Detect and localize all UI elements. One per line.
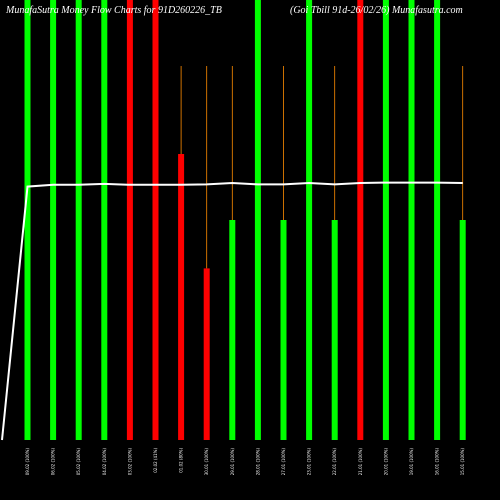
x-tick-label: 01.02 (80%) (179, 448, 184, 473)
x-tick-label: 09.02 (100%) (25, 448, 30, 476)
x-tick-label: 05.02 (100%) (76, 448, 81, 476)
chart-title-right: (Goi Tbill 91d-26/02/26) Munafasutra.com (290, 5, 463, 16)
x-tick-label: 06.02 (100%) (51, 448, 56, 476)
chart-title-left: MunafaSutra Money Flow Charts for 91D260… (5, 5, 222, 16)
bar-12 (331, 220, 338, 440)
bar-0 (24, 0, 31, 440)
bar-3 (101, 0, 108, 440)
bar-5 (152, 0, 159, 440)
bar-9 (254, 0, 261, 440)
x-tick-label: 20.01 (100%) (383, 448, 388, 476)
wicks-layer (180, 66, 464, 269)
x-tick-label: 23.01 (100%) (307, 448, 312, 476)
bar-7 (203, 268, 210, 440)
x-tick-label: 02.02 (41%) (153, 448, 158, 473)
x-tick-label: 28.01 (100%) (255, 448, 260, 476)
bar-14 (382, 0, 389, 440)
x-tick-label: 21.01 (100%) (358, 448, 363, 476)
bar-8 (229, 220, 236, 440)
x-tick-labels: 09.02 (100%) 06.02 (100%) 05.02 (100%) 04.0… (25, 448, 465, 476)
x-tick-label: 29.01 (100%) (230, 448, 235, 476)
x-tick-label: 27.01 (100%) (281, 448, 286, 476)
x-tick-label: 04.02 (100%) (102, 448, 107, 476)
x-tick-label: 16.01 (100%) (435, 448, 440, 476)
bar-16 (434, 0, 441, 440)
bar-10 (280, 220, 287, 440)
x-tick-label: 03.02 (100%) (127, 448, 132, 476)
bar-17 (459, 220, 466, 440)
bar-11 (306, 0, 313, 440)
money-flow-line (1, 181, 463, 441)
bar-4 (126, 0, 133, 440)
bars-layer (24, 0, 466, 440)
x-tick-label: 15.01 (100%) (460, 448, 465, 476)
x-tick-label: 19.01 (100%) (409, 448, 414, 476)
bar-13 (357, 0, 364, 440)
x-tick-label: 22.01 (100%) (332, 448, 337, 476)
bar-6 (178, 154, 185, 440)
bar-2 (75, 0, 82, 440)
x-tick-label: 30.01 (100%) (204, 448, 209, 476)
bar-15 (408, 0, 415, 440)
bar-1 (50, 0, 57, 440)
